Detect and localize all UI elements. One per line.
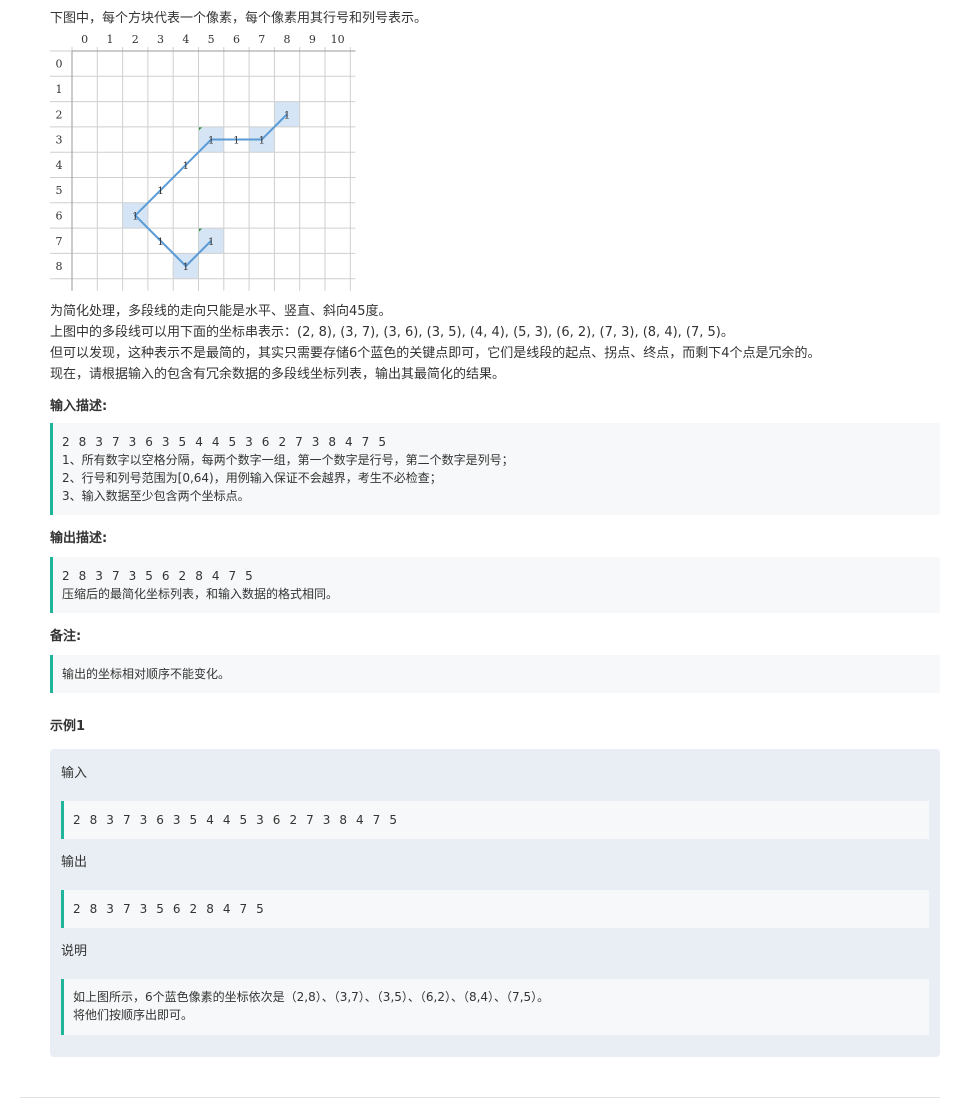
cell-mark: 1 xyxy=(208,237,214,248)
example-box: 输入 2 8 3 7 3 6 3 5 4 4 5 3 6 2 7 3 8 4 7… xyxy=(50,749,940,1057)
row-label: 0 xyxy=(56,58,63,71)
output-desc-block: 2 8 3 7 3 5 6 2 8 4 7 5 压缩后的最简化坐标列表，和输入数… xyxy=(50,557,940,613)
example-title: 示例1 xyxy=(50,719,86,734)
input-desc-rule-1: 1、所有数字以空格分隔，每两个数字一组，第一个数字是行号，第二个数字是列号； xyxy=(62,453,514,467)
cell-mark: 1 xyxy=(183,161,189,172)
output-desc-sample: 2 8 3 7 3 5 6 2 8 4 7 5 xyxy=(62,569,256,583)
cell-mark: 1 xyxy=(233,136,239,147)
example-output-code: 2 8 3 7 3 5 6 2 8 4 7 5 xyxy=(61,890,929,928)
cell-mark: 1 xyxy=(284,110,290,121)
example-explain-line-1: 如上图所示，6个蓝色像素的坐标依次是（2,8）、（3,7）、（3,5）、（6,2… xyxy=(73,990,550,1004)
paragraph-key-points: 但可以发现，这种表示不是最简的，其实只需要存储6个蓝色的关键点即可，它们是线段的… xyxy=(50,346,821,361)
col-label: 1 xyxy=(106,33,113,46)
input-desc-sample: 2 8 3 7 3 6 3 5 4 4 5 3 6 2 7 3 8 4 7 5 xyxy=(62,435,389,449)
paragraph-task: 现在，请根据输入的包含有冗余数据的多段线坐标列表，输出其最简化的结果。 xyxy=(50,367,506,382)
col-label: 4 xyxy=(182,33,189,46)
cell-mark: 1 xyxy=(183,262,189,273)
row-label: 1 xyxy=(56,83,63,96)
input-desc-rule-2: 2、行号和列号范围为[0,64)，用例输入保证不会越界，考生不必检查； xyxy=(62,471,442,485)
output-desc-text: 压缩后的最简化坐标列表，和输入数据的格式相同。 xyxy=(62,587,339,601)
col-label: 8 xyxy=(284,33,291,46)
output-desc-title: 输出描述: xyxy=(50,531,108,546)
row-label: 2 xyxy=(56,108,63,121)
paragraph-coordinates: 上图中的多段线可以用下面的坐标串表示：(2, 8), (3, 7), (3, 6… xyxy=(50,325,734,340)
cell-mark: 1 xyxy=(157,186,163,197)
note-text: 输出的坐标相对顺序不能变化。 xyxy=(62,667,231,681)
polyline-path xyxy=(133,113,288,268)
note-block: 输出的坐标相对顺序不能变化。 xyxy=(50,655,940,693)
example-explain-line-2: 将他们按顺序出即可。 xyxy=(73,1008,194,1022)
row-label: 5 xyxy=(56,184,63,197)
bottom-divider xyxy=(20,1097,940,1098)
example-explain-block: 如上图所示，6个蓝色像素的坐标依次是（2,8）、（3,7）、（3,5）、（6,2… xyxy=(61,979,929,1035)
corner-mark xyxy=(198,126,203,131)
row-label: 3 xyxy=(56,134,63,147)
col-label: 5 xyxy=(208,33,215,46)
example-input-code: 2 8 3 7 3 6 3 5 4 4 5 3 6 2 7 3 8 4 7 5 xyxy=(61,801,929,839)
cell-mark: 1 xyxy=(259,136,265,147)
cell-mark: 1 xyxy=(157,237,163,248)
col-label: 3 xyxy=(157,33,164,46)
example-explain-label: 说明 xyxy=(61,944,88,959)
intro-text: 下图中，每个方块代表一个像素，每个像素用其行号和列号表示。 xyxy=(50,11,428,26)
row-label: 6 xyxy=(56,209,63,222)
pixel-grid-figure: 0 1 2 3 4 5 6 7 8 9 10 0 1 2 3 4 5 6 7 8 1 1 1 1 1 1 1 1 1 1 xyxy=(50,33,356,291)
col-label: 2 xyxy=(132,33,139,46)
input-desc-rule-3: 3、输入数据至少包含两个坐标点。 xyxy=(62,489,250,503)
note-title: 备注: xyxy=(50,629,82,644)
example-output-label: 输出 xyxy=(61,855,88,870)
col-label: 7 xyxy=(258,33,265,46)
row-label: 4 xyxy=(56,159,63,172)
col-label: 0 xyxy=(81,33,88,46)
col-label: 9 xyxy=(309,33,316,46)
input-desc-title: 输入描述: xyxy=(50,399,108,414)
row-label: 8 xyxy=(56,260,63,273)
paragraph-direction: 为简化处理，多段线的走向只能是水平、竖直、斜向45度。 xyxy=(50,304,392,319)
corner-mark xyxy=(198,228,203,233)
example-input-label: 输入 xyxy=(61,766,88,781)
col-label: 10 xyxy=(331,33,345,46)
row-label: 7 xyxy=(56,235,63,248)
input-desc-block: 2 8 3 7 3 6 3 5 4 4 5 3 6 2 7 3 8 4 7 5 … xyxy=(50,423,940,515)
cell-mark: 1 xyxy=(132,211,138,222)
col-label: 6 xyxy=(233,33,240,46)
cell-mark: 1 xyxy=(208,136,214,147)
